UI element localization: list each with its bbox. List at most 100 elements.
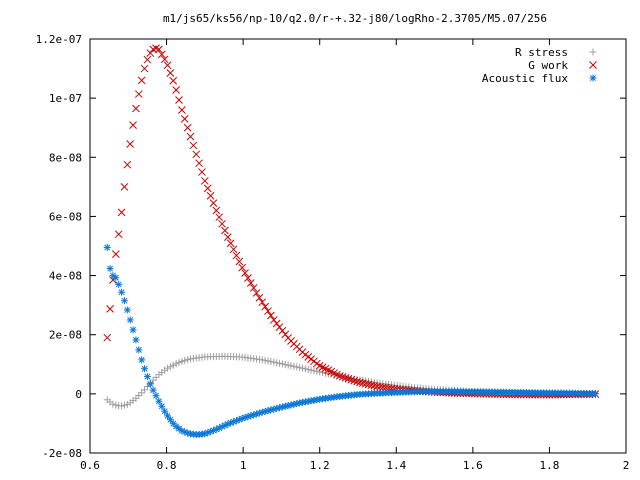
data-point: [229, 245, 238, 254]
data-point: [261, 302, 270, 311]
data-point: [109, 400, 117, 408]
data-point: [166, 416, 174, 424]
data-point: [301, 365, 309, 373]
data-point: [161, 407, 169, 415]
y-tick-label: 1.2e-07: [36, 33, 82, 46]
data-point: [141, 365, 149, 373]
data-point: [175, 96, 183, 104]
data-point: [192, 150, 201, 159]
x-tick-label: 1.4: [386, 459, 406, 472]
data-point: [269, 316, 278, 324]
data-point: [258, 298, 267, 307]
data-point: [241, 269, 249, 277]
data-point: [281, 330, 290, 339]
data-point: [226, 239, 235, 248]
data-point: [146, 49, 155, 57]
data-point: [272, 319, 281, 328]
data-point: [255, 293, 264, 302]
data-point: [278, 326, 287, 335]
data-point: [172, 86, 180, 94]
data-point: [169, 361, 177, 369]
data-point: [273, 359, 281, 367]
data-point: [160, 55, 169, 64]
data-point: [126, 140, 135, 148]
data-point: [123, 306, 131, 314]
data-point: [591, 390, 599, 398]
data-point: [186, 132, 195, 141]
data-point: [103, 333, 112, 342]
data-point: [152, 392, 160, 400]
data-point: [189, 141, 198, 150]
data-point: [115, 280, 123, 288]
y-tick-label: 8e-08: [49, 151, 82, 164]
legend-label: G work: [528, 59, 568, 72]
data-point: [270, 358, 278, 366]
data-point: [123, 160, 132, 169]
data-point: [180, 114, 189, 123]
data-point: [350, 376, 359, 385]
data-point: [298, 364, 306, 372]
y-tick-label: 4e-08: [49, 270, 82, 283]
data-point: [181, 357, 189, 365]
data-point: [221, 226, 229, 235]
data-point: [166, 363, 174, 371]
data-point: [287, 362, 295, 370]
y-tick-label: 0: [75, 388, 82, 401]
data-point: [129, 121, 137, 129]
data-point: [364, 380, 373, 389]
x-tick-label: 0.8: [157, 459, 177, 472]
x-tick-label: 1: [240, 459, 247, 472]
data-point: [261, 356, 269, 364]
data-point: [223, 233, 232, 241]
data-point: [367, 381, 376, 389]
chart-title: m1/js65/ks56/np-10/q2.0/r-+.32-j80/logRh…: [163, 12, 547, 25]
data-point: [138, 356, 146, 364]
data-point: [244, 274, 252, 282]
data-point: [275, 323, 284, 331]
data-point: [120, 401, 128, 409]
data-point: [106, 304, 114, 313]
data-point: [172, 360, 180, 368]
data-point: [310, 367, 318, 375]
data-point: [209, 199, 218, 207]
data-point: [258, 356, 266, 364]
data-point: [319, 369, 327, 377]
data-point: [143, 55, 152, 64]
data-point: [157, 50, 166, 59]
data-point: [103, 243, 111, 251]
data-point: [252, 289, 261, 297]
data-point: [118, 288, 126, 296]
data-point: [129, 326, 137, 334]
data-point: [163, 61, 172, 70]
data-point: [276, 359, 284, 367]
data-point: [201, 177, 209, 185]
data-point: [120, 183, 129, 191]
data-point: [112, 401, 120, 409]
data-point: [184, 356, 192, 364]
data-point: [143, 373, 151, 381]
data-point: [126, 316, 134, 324]
data-point: [264, 357, 272, 365]
data-point: [112, 274, 120, 282]
data-point: [135, 346, 143, 354]
data-point: [120, 297, 128, 305]
data-point: [341, 373, 350, 382]
data-point: [134, 90, 143, 98]
data-point: [169, 420, 177, 428]
legend-marker: [589, 61, 597, 69]
data-point: [232, 251, 241, 260]
data-point: [132, 336, 140, 344]
data-point: [218, 219, 226, 228]
data-point: [118, 402, 126, 410]
data-point: [155, 397, 163, 405]
x-tick-label: 1.6: [463, 459, 483, 472]
data-point: [296, 364, 304, 372]
data-point: [335, 371, 344, 380]
data-point: [114, 230, 123, 239]
x-tick-label: 0.6: [80, 459, 100, 472]
legend-marker: [589, 48, 597, 56]
data-point: [246, 279, 255, 287]
data-point: [155, 45, 163, 54]
data-point: [307, 366, 315, 374]
